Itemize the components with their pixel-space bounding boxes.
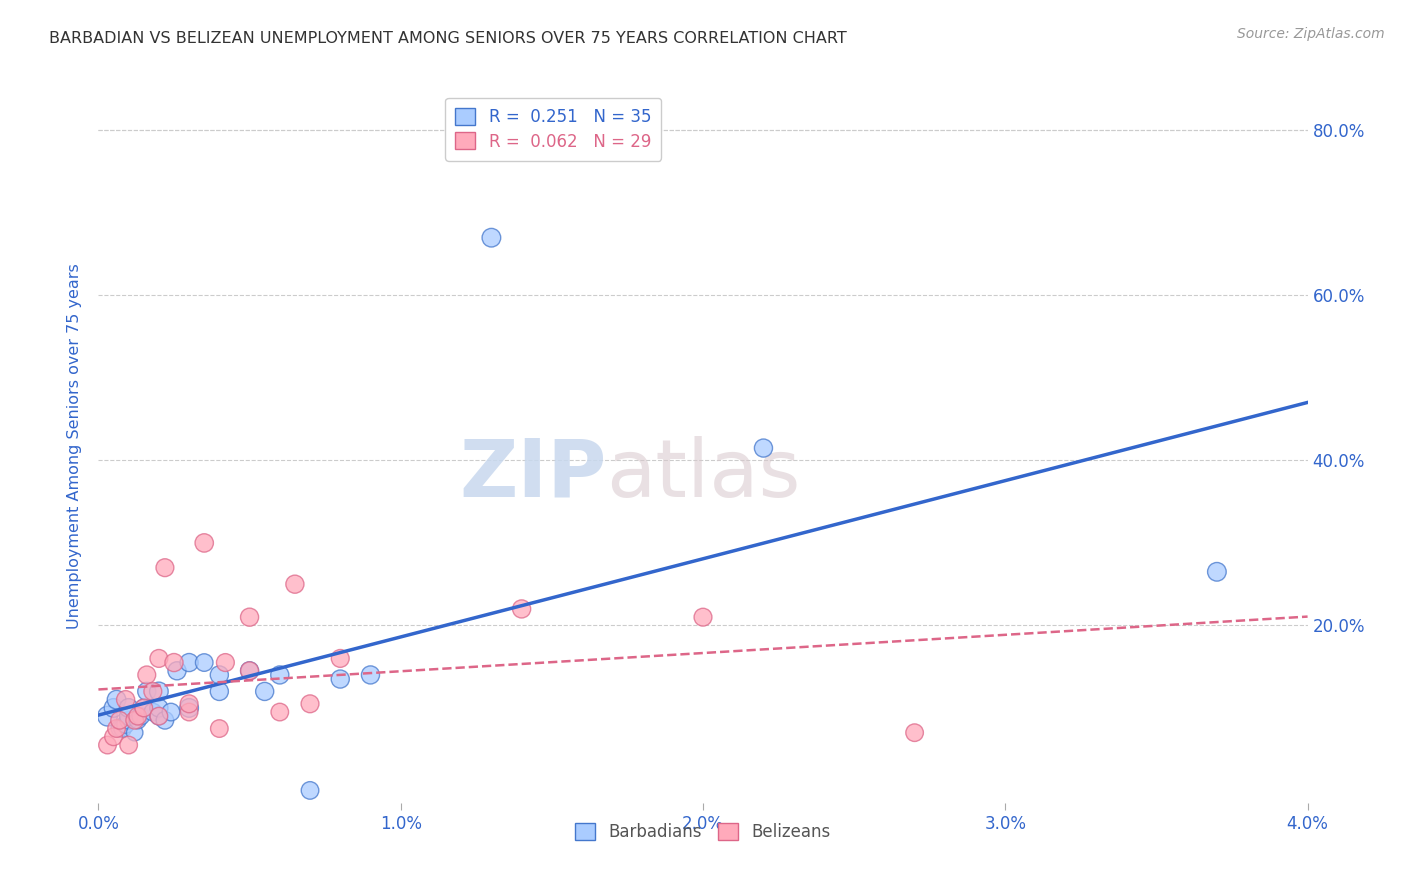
Point	[148, 701, 170, 715]
Point	[510, 602, 533, 616]
Point	[153, 560, 176, 574]
Point	[208, 684, 231, 698]
Point	[253, 684, 276, 698]
Point	[103, 730, 125, 744]
Point	[111, 722, 134, 736]
Point	[135, 668, 157, 682]
Point	[193, 656, 215, 670]
Point	[148, 684, 170, 698]
Point	[299, 697, 322, 711]
Point	[132, 701, 155, 715]
Point	[904, 725, 927, 739]
Point	[179, 705, 201, 719]
Point	[118, 701, 141, 715]
Point	[163, 656, 186, 670]
Text: BARBADIAN VS BELIZEAN UNEMPLOYMENT AMONG SENIORS OVER 75 YEARS CORRELATION CHART: BARBADIAN VS BELIZEAN UNEMPLOYMENT AMONG…	[49, 31, 846, 46]
Point	[299, 783, 322, 797]
Point	[127, 714, 149, 728]
Point	[179, 697, 201, 711]
Point	[239, 610, 262, 624]
Point	[208, 668, 231, 682]
Point	[118, 738, 141, 752]
Point	[142, 705, 165, 719]
Text: Source: ZipAtlas.com: Source: ZipAtlas.com	[1237, 27, 1385, 41]
Point	[118, 709, 141, 723]
Point	[124, 725, 146, 739]
Legend: Barbadians, Belizeans: Barbadians, Belizeans	[568, 816, 838, 848]
Point	[179, 656, 201, 670]
Point	[179, 701, 201, 715]
Point	[142, 684, 165, 698]
Text: ZIP: ZIP	[458, 435, 606, 514]
Point	[135, 684, 157, 698]
Point	[481, 230, 503, 244]
Y-axis label: Unemployment Among Seniors over 75 years: Unemployment Among Seniors over 75 years	[67, 263, 83, 629]
Point	[96, 738, 118, 752]
Point	[269, 705, 291, 719]
Point	[153, 714, 176, 728]
Point	[208, 722, 231, 736]
Point	[114, 717, 136, 731]
Point	[692, 610, 714, 624]
Text: atlas: atlas	[606, 435, 800, 514]
Point	[166, 664, 188, 678]
Point	[284, 577, 307, 591]
Point	[124, 714, 146, 728]
Point	[108, 714, 131, 728]
Point	[193, 536, 215, 550]
Point	[752, 441, 775, 455]
Point	[118, 714, 141, 728]
Point	[148, 651, 170, 665]
Point	[103, 701, 125, 715]
Point	[96, 709, 118, 723]
Point	[1206, 565, 1229, 579]
Point	[114, 692, 136, 706]
Point	[160, 705, 183, 719]
Point	[148, 709, 170, 723]
Point	[214, 656, 236, 670]
Point	[148, 709, 170, 723]
Point	[132, 701, 155, 715]
Point	[329, 651, 352, 665]
Point	[127, 709, 149, 723]
Point	[105, 692, 128, 706]
Point	[360, 668, 382, 682]
Point	[329, 672, 352, 686]
Point	[105, 722, 128, 736]
Point	[239, 664, 262, 678]
Point	[129, 709, 152, 723]
Point	[239, 664, 262, 678]
Point	[108, 722, 131, 736]
Point	[269, 668, 291, 682]
